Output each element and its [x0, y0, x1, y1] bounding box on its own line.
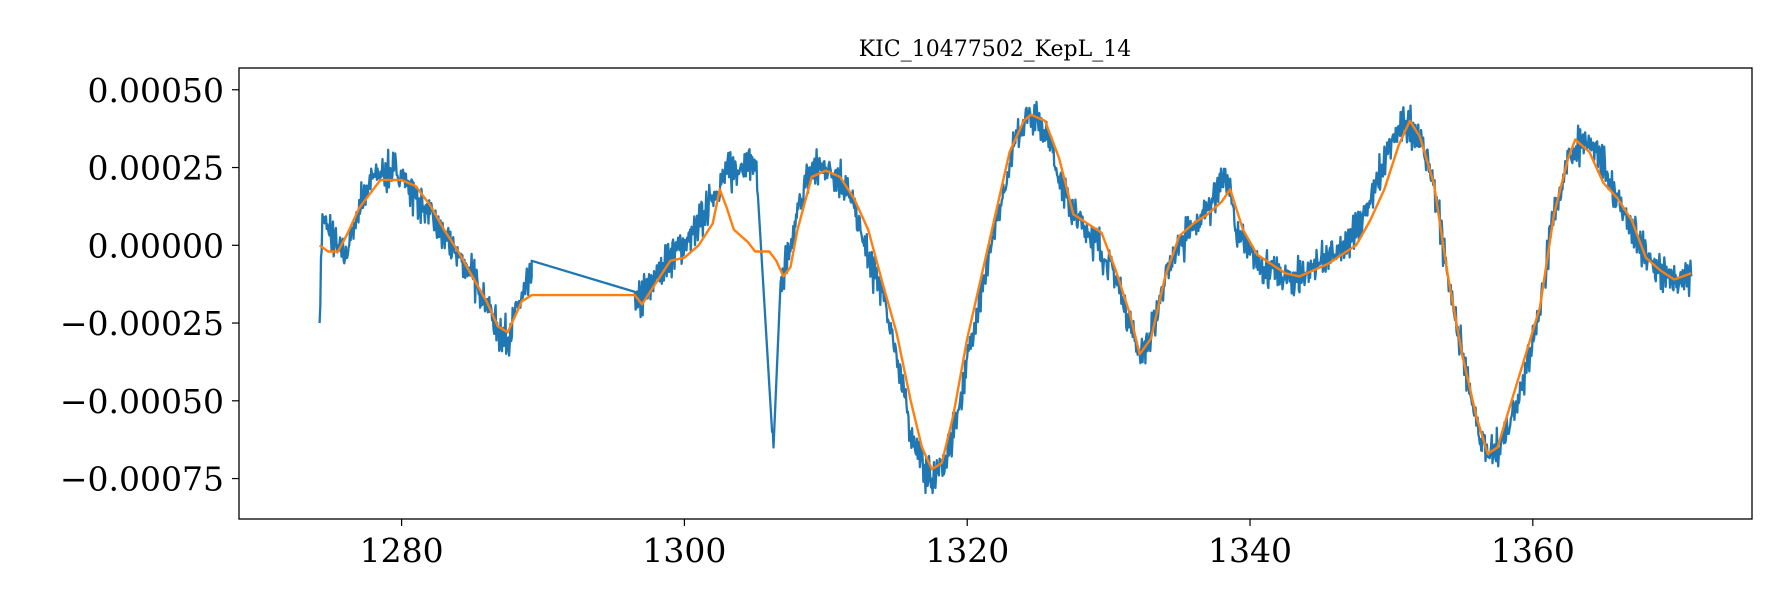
- plot-frame: [238, 67, 1753, 520]
- x-tick-label: 1300: [642, 531, 726, 570]
- series-layer: [318, 100, 1693, 495]
- x-tick-label: 1280: [360, 531, 444, 570]
- y-tick-label: 0.00050: [88, 71, 224, 110]
- x-tick-label: 1340: [1208, 531, 1292, 570]
- series-line-2: [318, 113, 1692, 471]
- y-tick-label: −0.00050: [60, 382, 224, 421]
- y-tick-label: 0.00025: [88, 149, 224, 188]
- x-tick-label: 1320: [925, 531, 1009, 570]
- chart-title: KIC_10477502_KepL_14: [859, 37, 1132, 62]
- y-axis: 0.00050 0.00025 0.00000 −0.00025 −0.00050 −0.…: [60, 71, 239, 499]
- x-tick-label: 1360: [1491, 531, 1575, 570]
- x-axis: 1280 1300 1320 1340 1360: [360, 519, 1575, 570]
- y-tick-label: −0.00025: [60, 304, 224, 343]
- series-line-1: [318, 100, 1693, 495]
- y-tick-label: 0.00000: [88, 226, 224, 265]
- y-tick-label: −0.00075: [60, 460, 224, 499]
